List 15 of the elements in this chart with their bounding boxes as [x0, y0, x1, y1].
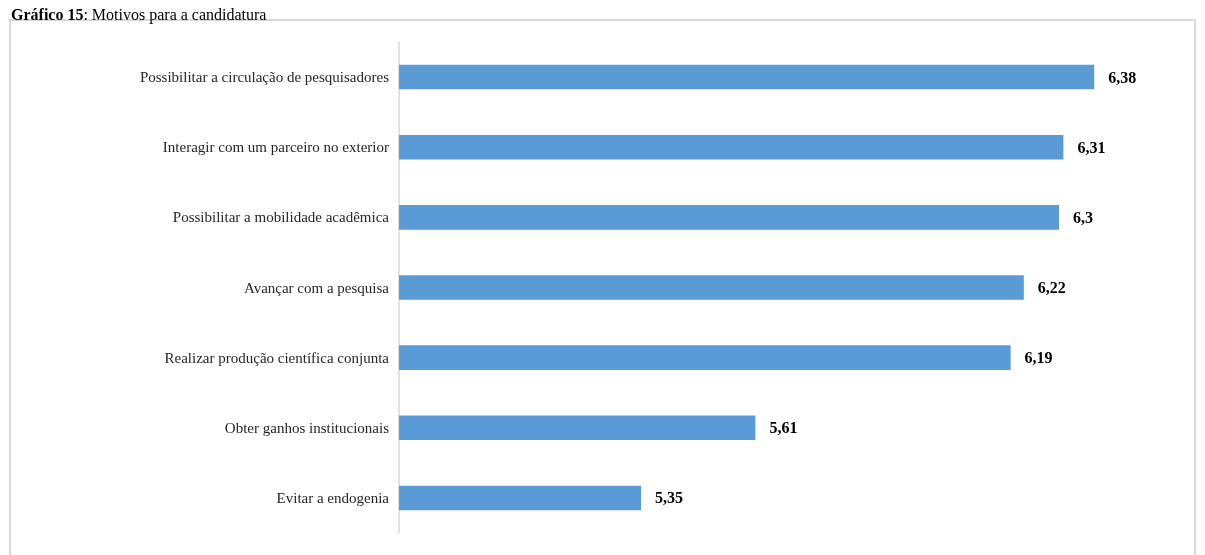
data-label: 6,19: [1024, 349, 1053, 367]
y-tick-label: Interagir com um parceiro no exterior: [162, 139, 389, 156]
y-tick-label: Possibilitar a mobilidade acadêmica: [172, 209, 390, 226]
data-label: 6,31: [1077, 138, 1106, 156]
data-label: 5,35: [655, 489, 683, 507]
y-tick-label: Possibilitar a circulação de pesquisadores: [139, 69, 390, 86]
data-label: 6,38: [1108, 68, 1137, 86]
y-tick-label: Evitar a endogenia: [276, 489, 390, 506]
data-label: 5,61: [769, 419, 798, 437]
y-tick-label: Avançar com a pesquisa: [243, 279, 390, 296]
data-label: 6,22: [1037, 279, 1066, 296]
data-label: 6,3: [1073, 208, 1093, 226]
y-tick-label: Obter ganhos institucionais: [224, 419, 390, 436]
y-tick-label: Realizar produção científica conjunta: [164, 349, 390, 366]
text: Gráfico 15: Motivos para a candidatura: [11, 5, 267, 24]
